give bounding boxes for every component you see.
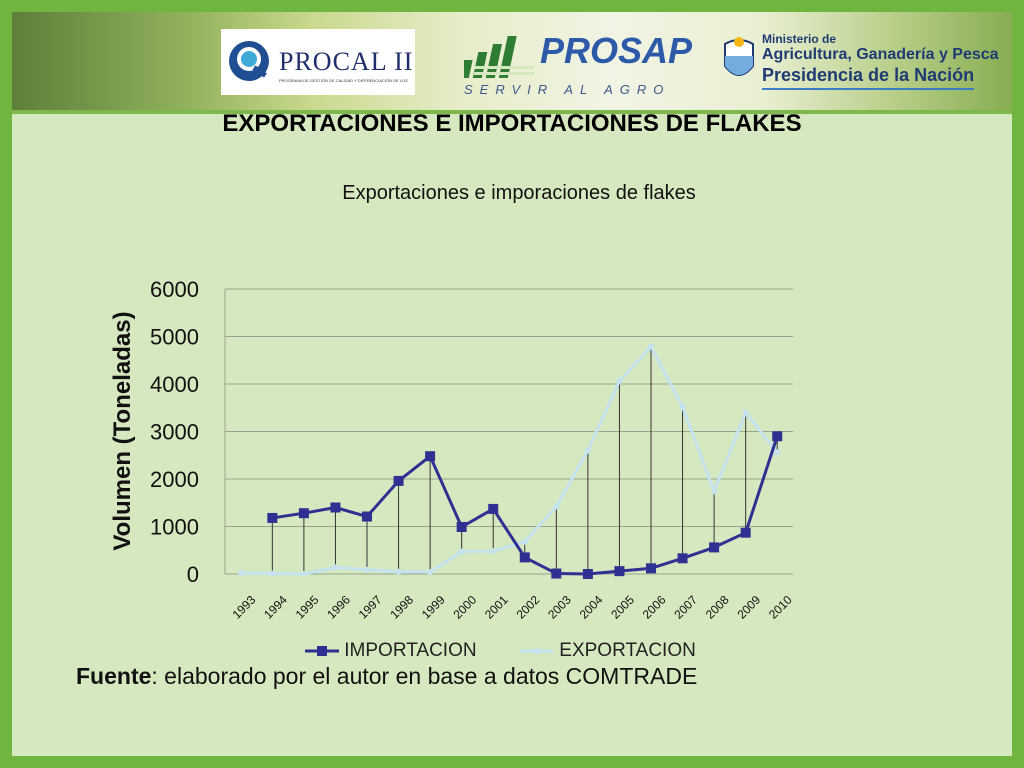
legend-item-importacion: IMPORTACION [305, 640, 477, 662]
x-tick-label: 2003 [545, 593, 574, 622]
point-importacion [362, 511, 372, 522]
point-exportacion [584, 447, 591, 454]
x-tick-label: 2005 [608, 593, 637, 622]
point-importacion [393, 475, 404, 486]
x-tick-label: 1993 [230, 593, 259, 622]
point-importacion [551, 568, 562, 579]
point-exportacion [364, 566, 370, 573]
x-tick-label: 2010 [766, 593, 795, 622]
legend-label-importacion: IMPORTACION [344, 640, 477, 661]
prosap-logo: PROSAP SERVIR AL AGRO [464, 26, 704, 97]
ministerio-line1: Ministerio de [762, 32, 837, 46]
point-importacion [267, 512, 278, 523]
ministerio-rule [762, 88, 974, 90]
source-label: Fuente [76, 663, 152, 689]
point-importacion [330, 502, 341, 513]
point-importacion [709, 542, 720, 553]
ministerio-logo: Ministerio de Agricultura, Ganadería y P… [718, 30, 999, 100]
legend-label-exportacion: EXPORTACION [559, 640, 696, 661]
procal-logo: PROCAL II PROGRAMA DE GESTIÓN DE CALIDAD… [221, 29, 415, 95]
y-tick-label: 4000 [150, 372, 199, 397]
point-importacion [677, 553, 688, 564]
slide-title: EXPORTACIONES E IMPORTACIONES DE FLAKES [222, 110, 802, 137]
legend-swatch-exportacion [520, 647, 554, 654]
point-exportacion [300, 571, 307, 577]
legend-swatch-importacion [305, 645, 339, 656]
x-tick-label: 1996 [324, 593, 353, 622]
point-importacion [772, 431, 783, 442]
x-tick-label: 2009 [734, 593, 763, 622]
procal-subtitle: PROGRAMA DE GESTIÓN DE CALIDAD Y DIFEREN… [279, 78, 409, 83]
point-exportacion [679, 403, 686, 410]
point-exportacion [395, 568, 402, 575]
prosap-name: PROSAP [540, 30, 693, 71]
x-tick-label: 2007 [671, 593, 700, 622]
x-tick-label: 2000 [450, 593, 479, 622]
y-tick-label: 6000 [150, 277, 199, 302]
x-tick-label: 2008 [703, 593, 732, 622]
point-exportacion [648, 343, 654, 350]
prosap-tagline: SERVIR AL AGRO [464, 82, 671, 97]
point-exportacion [774, 449, 781, 456]
point-importacion [519, 552, 530, 563]
point-exportacion [332, 564, 339, 571]
y-axis-label: Volumen (Toneladas) [109, 311, 136, 550]
point-importacion [614, 566, 625, 577]
source-text: : elaborado por el autor en base a datos… [151, 663, 698, 689]
x-tick-label: 2001 [482, 593, 511, 622]
point-exportacion [237, 570, 244, 577]
x-tick-label: 2004 [577, 593, 606, 622]
x-tick-label: 1999 [419, 593, 448, 622]
point-exportacion [616, 378, 623, 385]
legend-item-exportacion: EXPORTACION [520, 640, 696, 662]
procal-q-icon [229, 41, 269, 81]
point-exportacion [742, 409, 749, 416]
point-importacion [740, 527, 751, 538]
series-line-exportacion [240, 344, 779, 576]
chart-title: Exportaciones e imporaciones de flakes [342, 182, 696, 204]
y-tick-label: 2000 [150, 467, 199, 492]
point-importacion [488, 503, 499, 514]
x-tick-label: 2002 [514, 593, 543, 622]
ministerio-line2: Agricultura, Ganadería y Pesca [762, 46, 999, 63]
y-tick-label: 3000 [150, 420, 199, 445]
point-exportacion [427, 569, 434, 576]
x-tick-label: 1994 [261, 593, 290, 622]
point-exportacion [711, 488, 718, 495]
point-importacion [298, 508, 309, 519]
y-tick-label: 0 [187, 562, 199, 587]
y-tick-label: 1000 [150, 515, 199, 540]
banner-divider [12, 110, 1012, 114]
point-importacion [646, 563, 656, 574]
x-tick-label: 1995 [293, 593, 322, 622]
header-banner: PROCAL II PROGRAMA DE GESTIÓN DE CALIDAD… [12, 12, 1012, 110]
source-note: Fuente: elaborado por el autor en base a… [76, 663, 697, 690]
x-tick-label: 1998 [387, 593, 416, 622]
procal-name: PROCAL II [279, 47, 414, 76]
point-importacion [582, 569, 593, 579]
point-exportacion [269, 570, 276, 577]
x-tick-label: 2006 [640, 593, 669, 622]
point-exportacion [458, 548, 465, 555]
prosap-bars-icon [464, 36, 534, 78]
y-tick-label: 5000 [150, 325, 199, 350]
point-exportacion [553, 503, 560, 510]
point-exportacion [490, 548, 497, 555]
argentina-shield-icon [724, 37, 754, 76]
point-importacion [456, 521, 467, 532]
slide: PROCAL II PROGRAMA DE GESTIÓN DE CALIDAD… [12, 12, 1012, 756]
point-importacion [425, 451, 436, 462]
ministerio-line3: Presidencia de la Nación [762, 65, 975, 85]
point-exportacion [521, 538, 528, 545]
x-tick-label: 1997 [356, 593, 385, 622]
